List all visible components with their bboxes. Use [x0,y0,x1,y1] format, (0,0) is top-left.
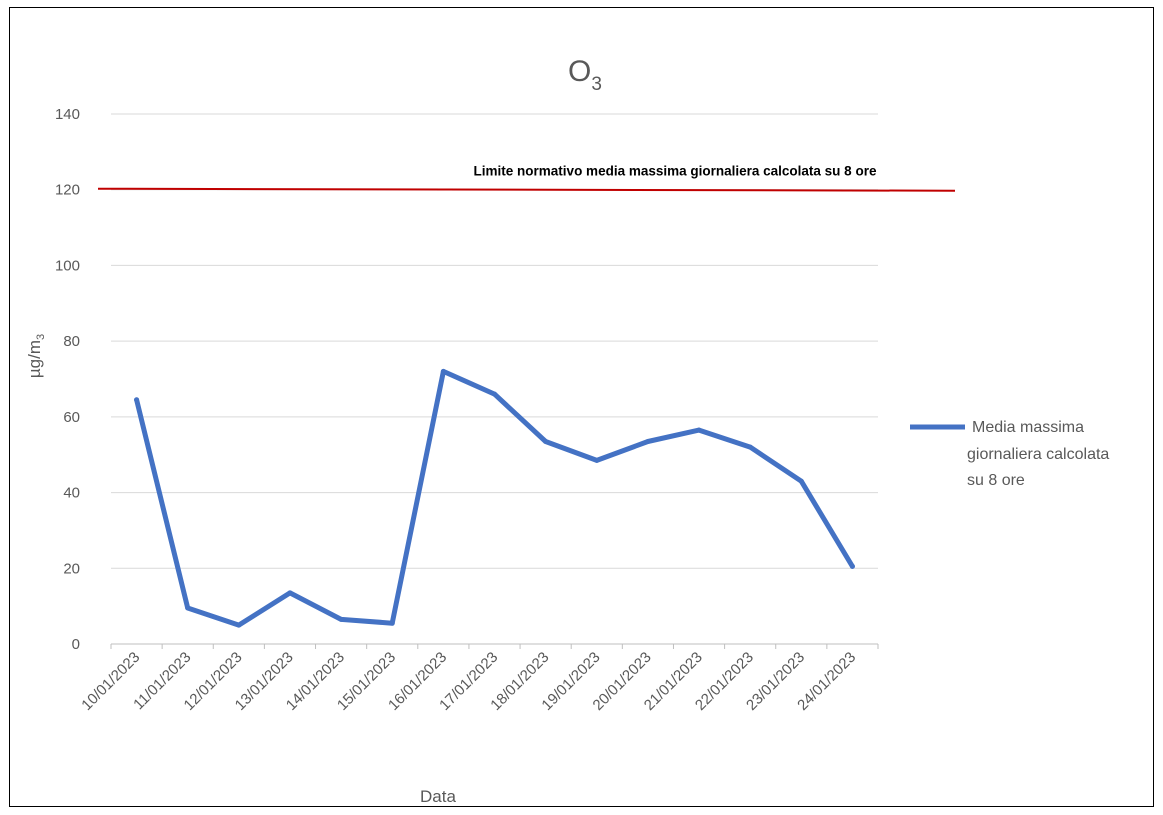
data-point [849,563,855,569]
y-tick-label: 100 [55,257,80,274]
y-axis-title-main: µg/m [25,340,44,378]
chart-title-subscript: 3 [591,74,602,95]
data-point [594,457,600,463]
y-tick-label: 60 [63,409,80,426]
data-point [287,590,293,596]
chart-frame: Limite normativo media massima giornalie… [9,7,1154,807]
data-point [236,622,242,628]
y-tick-label: 40 [63,485,80,502]
data-point [645,438,651,444]
limit-reference-label: Limite normativo media massima giornalie… [474,164,877,179]
y-tick-label: 120 [55,182,80,199]
data-point [543,438,549,444]
x-axis-title: Data [420,787,456,806]
data-point [492,391,497,397]
y-axis-title: µg/m3 [25,334,47,378]
series-line [134,368,855,628]
y-tick-label: 140 [55,106,80,123]
legend-label-line-3: su 8 ore [967,472,1025,489]
legend: Media massima giornaliera calcolata su 8… [910,419,1109,489]
line-chart: Limite normativo media massima giornalie… [25,55,1109,806]
data-point [798,478,804,484]
limit-reference-line [97,187,956,192]
y-axis-title-subscript: 3 [35,334,47,340]
data-point [134,397,140,403]
x-axis-tick-labels: 10/01/202311/01/202312/01/202313/01/2023… [78,649,859,714]
data-point [389,620,395,626]
gridlines [110,113,879,649]
y-tick-label: 0 [72,636,80,653]
data-point [185,605,191,611]
chart-title: O3 [568,55,602,95]
data-point [440,368,446,374]
y-tick-label: 20 [63,560,80,577]
legend-label-line-2: giornaliera calcolata [967,446,1109,463]
reference-line-group: Limite normativo media massima giornalie… [97,164,956,192]
data-point [338,616,344,622]
data-point [696,427,702,433]
chart-title-main: O [568,55,591,88]
series-group [134,368,855,628]
legend-label-line-1: Media massima [972,419,1084,436]
data-point [747,444,753,450]
y-axis-tick-labels: 0 20 40 60 80 100 120 140 [55,106,80,653]
y-tick-label: 80 [63,333,80,350]
